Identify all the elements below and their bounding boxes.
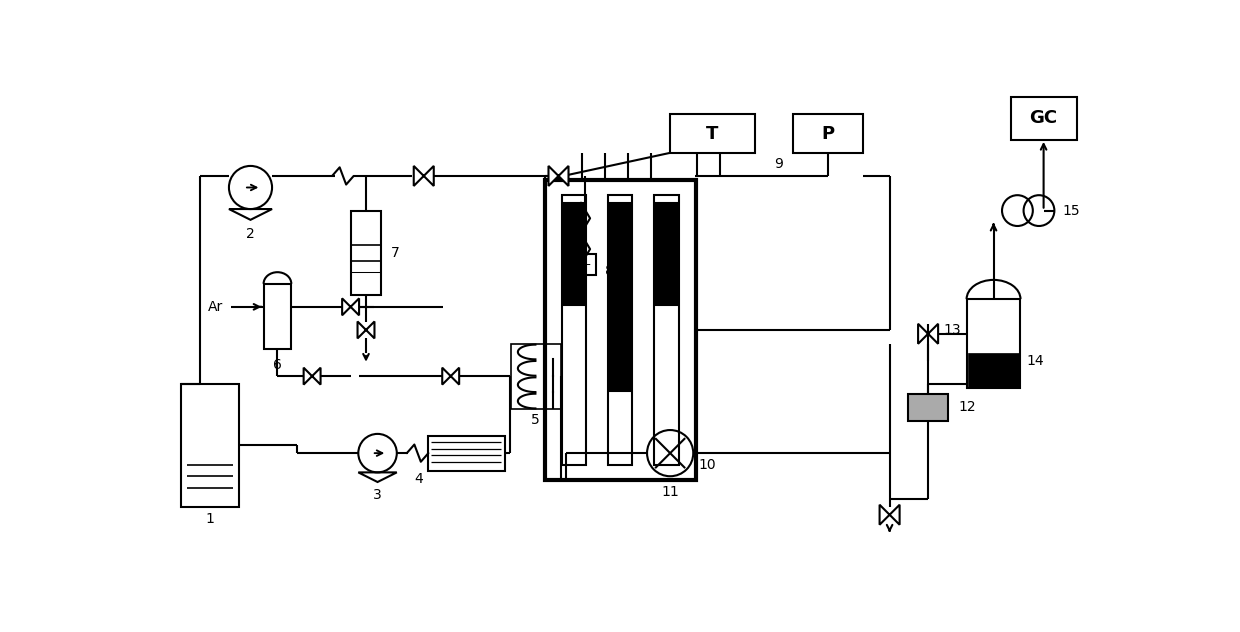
Bar — [511, 344, 560, 410]
Bar — [428, 436, 505, 471]
Bar — [574, 253, 596, 276]
Bar — [908, 394, 949, 421]
Polygon shape — [548, 166, 568, 186]
Bar — [562, 195, 587, 465]
Text: 13: 13 — [944, 323, 961, 337]
Bar — [656, 203, 677, 305]
Text: 9: 9 — [774, 157, 782, 171]
Text: 10: 10 — [698, 458, 717, 471]
Bar — [181, 384, 239, 507]
Text: 14: 14 — [1027, 354, 1044, 368]
Polygon shape — [304, 368, 321, 385]
Text: 7: 7 — [391, 246, 399, 260]
Text: 6: 6 — [273, 358, 281, 372]
Bar — [563, 203, 585, 305]
Text: +: + — [580, 258, 590, 271]
Bar — [609, 203, 631, 391]
Polygon shape — [443, 368, 459, 385]
Text: T: T — [707, 125, 719, 143]
Bar — [670, 114, 755, 153]
Text: 11: 11 — [661, 485, 680, 499]
Bar — [1012, 97, 1076, 140]
Text: GC: GC — [1029, 109, 1058, 127]
Text: 5: 5 — [531, 413, 539, 427]
Bar — [794, 114, 863, 153]
Bar — [967, 299, 1021, 388]
Polygon shape — [879, 505, 899, 525]
Text: Ar: Ar — [208, 300, 223, 314]
Polygon shape — [414, 166, 434, 186]
Bar — [608, 195, 632, 465]
Polygon shape — [342, 298, 360, 315]
Text: 12: 12 — [959, 400, 977, 414]
Text: 8: 8 — [605, 264, 614, 277]
Text: 4: 4 — [414, 472, 423, 486]
Text: 2: 2 — [246, 227, 255, 241]
Bar — [264, 284, 291, 349]
Bar — [653, 195, 678, 465]
Polygon shape — [357, 322, 374, 338]
Bar — [351, 210, 382, 295]
Bar — [546, 179, 696, 480]
Text: 3: 3 — [373, 489, 382, 502]
Bar — [968, 353, 1019, 388]
Text: 1: 1 — [206, 511, 215, 526]
Polygon shape — [918, 324, 939, 344]
Text: 15: 15 — [1063, 204, 1080, 217]
Text: P: P — [821, 125, 835, 143]
